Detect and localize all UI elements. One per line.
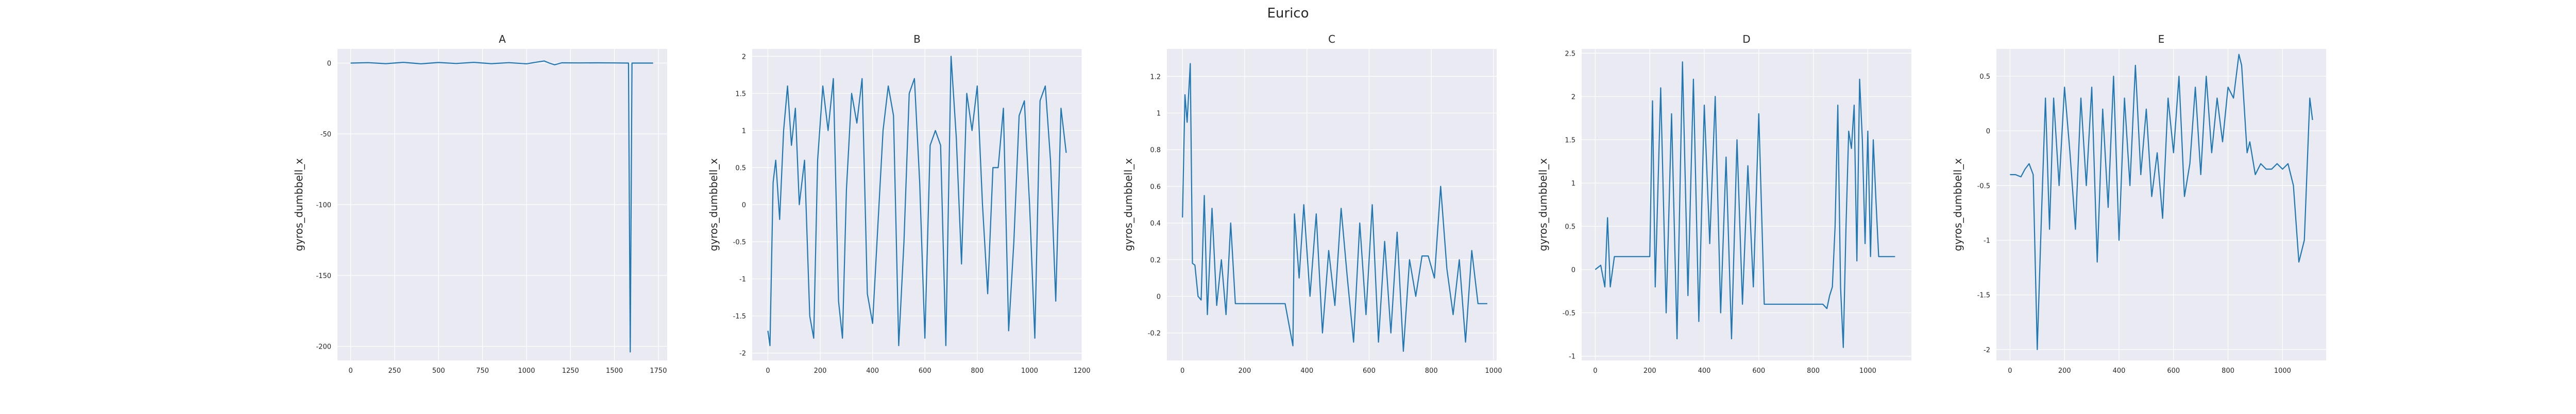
y-tick-label: 1 <box>1571 180 1575 187</box>
y-axis-label: gyros_dumbbell_x <box>1122 158 1134 251</box>
x-tick-label: 1000 <box>2274 367 2291 375</box>
y-tick-label: -1 <box>1984 237 1990 245</box>
panel-title: B <box>913 33 921 45</box>
y-tick-label: 0.2 <box>1150 256 1161 264</box>
y-tick-label: 1 <box>742 127 746 135</box>
x-tick-label: 400 <box>2113 367 2126 375</box>
plot-area <box>1167 49 1497 360</box>
y-tick-label: 0 <box>1571 267 1575 274</box>
series-line-c <box>1182 63 1487 352</box>
x-tick-label: 200 <box>1239 367 1251 375</box>
x-tick-label: 400 <box>1300 367 1313 375</box>
x-tick-label: 600 <box>919 367 931 375</box>
y-tick-label: -100 <box>316 202 331 210</box>
y-tick-label: -1.5 <box>1977 292 1990 300</box>
panel-title: E <box>2158 33 2165 45</box>
x-tick-label: 1500 <box>606 367 623 375</box>
figure-title: Eurico <box>1267 6 1309 21</box>
y-tick-label: 2 <box>1571 93 1575 101</box>
x-tick-label: 600 <box>2167 367 2180 375</box>
x-tick-label: 1200 <box>1073 367 1090 375</box>
x-tick-label: 0 <box>2008 367 2012 375</box>
y-axis-label: gyros_dumbbell_x <box>1952 158 1964 251</box>
y-tick-label: 1.5 <box>735 90 746 98</box>
panel-c: 0 200 400 600 800 1000 -0.2 0 0.2 0.4 0.6 0.8 1 1.2 Cg… <box>1122 33 1502 375</box>
x-tick-label: 1000 <box>1021 367 1038 375</box>
panel-b: 0 200 400 600 800 1000 1200 -2 -1.5 -1 -0.5 0 0.5 1 1.… <box>707 33 1091 375</box>
y-tick-label: 1.2 <box>1150 73 1161 81</box>
y-tick-label: 0 <box>327 60 331 68</box>
panel-d: 0 200 400 600 800 1000 -1 -0.5 0 0.5 1 1.5 2 2.5 Dgyro… <box>1537 33 1911 375</box>
x-tick-label: 200 <box>2058 367 2071 375</box>
y-tick-label: -50 <box>320 131 331 139</box>
x-tick-label: 600 <box>1363 367 1376 375</box>
y-tick-label: 0.5 <box>735 164 746 172</box>
y-tick-label: -150 <box>316 272 331 280</box>
x-tick-label: 1000 <box>1859 367 1876 375</box>
x-tick-label: 1750 <box>650 367 667 375</box>
y-tick-label: 1 <box>1157 110 1161 118</box>
y-tick-label: 0 <box>1986 128 1990 135</box>
y-tick-label: -1.5 <box>733 313 746 321</box>
y-tick-label: -2 <box>1984 347 1990 354</box>
y-tick-label: 0.5 <box>1979 73 1990 81</box>
x-tick-label: 800 <box>1807 367 1820 375</box>
x-tick-label: 800 <box>2222 367 2234 375</box>
x-tick-label: 0 <box>348 367 352 375</box>
panel-e: 0 200 400 600 800 1000 -2 -1.5 -1 -0.5 0 0.5 Egyros_… <box>1952 33 2326 375</box>
x-tick-label: 400 <box>866 367 879 375</box>
y-tick-label: 0.8 <box>1150 147 1161 154</box>
series-line-a <box>350 60 653 353</box>
x-tick-label: 500 <box>432 367 445 375</box>
y-axis-label: gyros_dumbbell_x <box>293 158 305 251</box>
x-tick-label: 1000 <box>1485 367 1502 375</box>
y-tick-label: -0.5 <box>1977 182 1990 190</box>
y-tick-label: 0.5 <box>1565 223 1575 231</box>
y-axis-label: gyros_dumbbell_x <box>707 158 720 251</box>
x-tick-label: 600 <box>1752 367 1765 375</box>
panel-title: D <box>1742 33 1750 45</box>
x-tick-label: 250 <box>388 367 401 375</box>
x-tick-label: 0 <box>1593 367 1597 375</box>
y-tick-label: -1 <box>1569 353 1575 361</box>
x-tick-label: 800 <box>971 367 984 375</box>
x-tick-label: 800 <box>1425 367 1438 375</box>
y-tick-label: -0.5 <box>1563 310 1575 318</box>
y-tick-label: 2 <box>742 53 746 61</box>
y-tick-label: -0.2 <box>1148 330 1161 338</box>
x-tick-label: 1250 <box>562 367 579 375</box>
x-tick-label: 0 <box>1180 367 1184 375</box>
series-line-d <box>1595 61 1895 348</box>
y-tick-label: -200 <box>316 343 331 351</box>
y-tick-label: 0.4 <box>1150 220 1161 228</box>
y-tick-label: -1 <box>739 276 746 284</box>
x-tick-label: 200 <box>1643 367 1656 375</box>
y-tick-label: 1.5 <box>1565 136 1575 144</box>
x-tick-label: 400 <box>1698 367 1711 375</box>
x-tick-label: 750 <box>476 367 489 375</box>
y-tick-label: 0.6 <box>1150 183 1161 191</box>
y-tick-label: 0 <box>742 202 746 210</box>
x-tick-label: 200 <box>814 367 827 375</box>
panel-title: A <box>499 33 506 45</box>
y-tick-label: 0 <box>1157 293 1161 301</box>
y-axis-label: gyros_dumbbell_x <box>1537 158 1549 251</box>
y-tick-label: 2.5 <box>1565 50 1575 58</box>
y-tick-label: -2 <box>739 350 746 358</box>
series-line-e <box>2010 54 2313 350</box>
x-tick-label: 1000 <box>518 367 535 375</box>
x-tick-label: 0 <box>766 367 770 375</box>
panel-title: C <box>1328 33 1335 45</box>
y-tick-label: -0.5 <box>733 239 746 247</box>
series-line-b <box>767 56 1067 347</box>
panel-a: 0 250 500 750 1000 1250 1500 1750 0 -50 -100 -150 -2… <box>293 33 667 375</box>
